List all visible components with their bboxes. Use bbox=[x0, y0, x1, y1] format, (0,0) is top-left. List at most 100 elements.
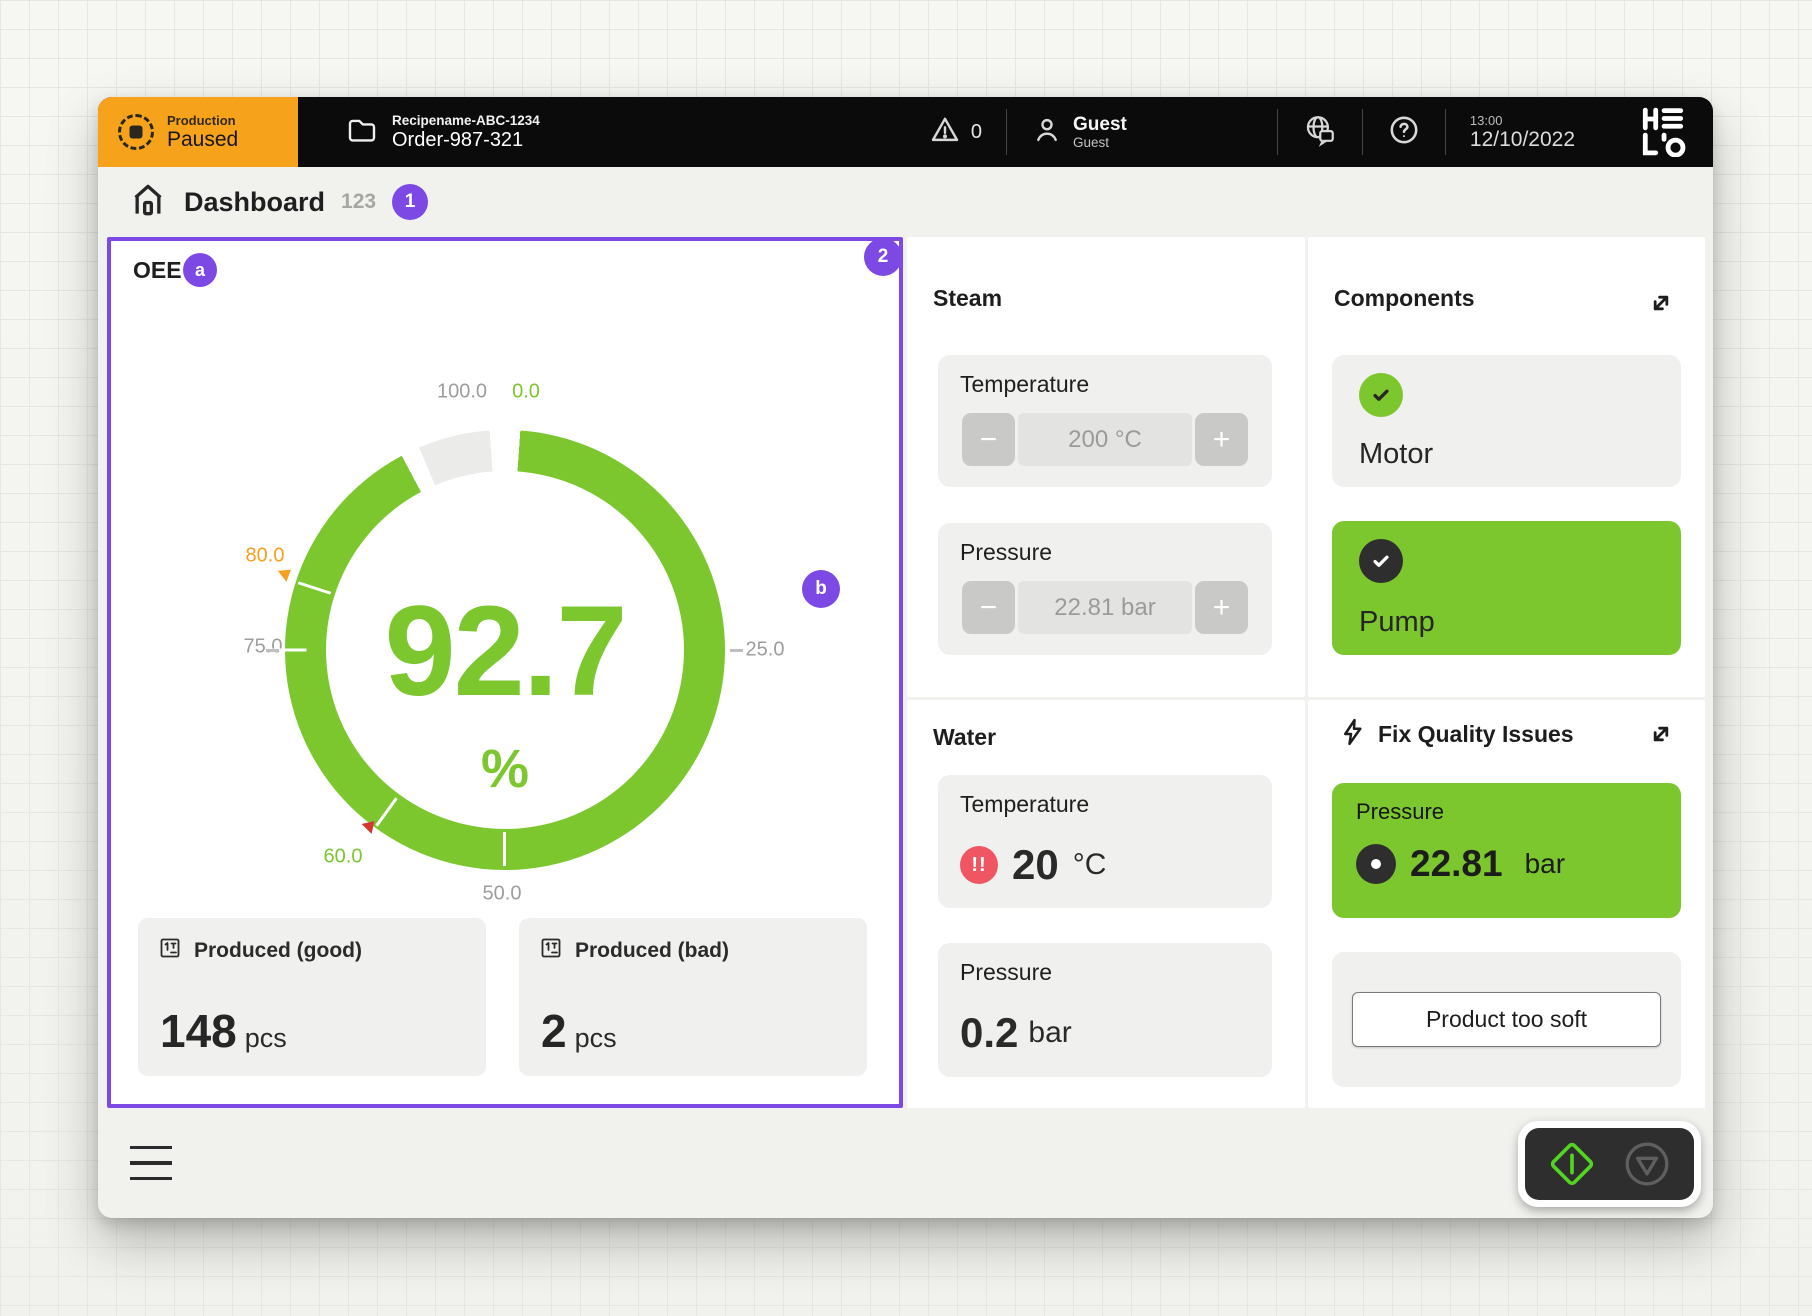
page-header: Dashboard 123 1 bbox=[128, 167, 429, 237]
steam-temperature-stepper: − 200 °C + bbox=[962, 413, 1248, 466]
steam-pressure-increment-button[interactable]: + bbox=[1195, 581, 1248, 634]
annotation-badge-b: b bbox=[802, 570, 840, 608]
water-temperature-card: Temperature !! 20 °C bbox=[938, 775, 1272, 908]
record-icon bbox=[1356, 844, 1396, 884]
produced-good-label: Produced (good) bbox=[194, 939, 362, 962]
production-paused-icon bbox=[118, 114, 154, 150]
component-pump-card[interactable]: Pump bbox=[1332, 521, 1681, 655]
production-state-value: Paused bbox=[167, 127, 239, 151]
user-menu-button[interactable]: Guest Guest bbox=[1007, 97, 1277, 167]
alarms-button[interactable]: 0 bbox=[905, 97, 1006, 167]
language-globe-chat-icon bbox=[1302, 112, 1338, 153]
components-panel: Components Motor Pump bbox=[1308, 237, 1705, 697]
steam-temperature-decrement-button[interactable]: − bbox=[962, 413, 1015, 466]
steam-pressure-card: Pressure − 22.81 bar + bbox=[938, 523, 1272, 655]
gauge-tick-0: 0.0 bbox=[512, 380, 540, 403]
produced-good-value: 148 bbox=[160, 1005, 237, 1057]
steam-panel-title: Steam bbox=[933, 285, 1003, 311]
water-pressure-unit: bar bbox=[1028, 1016, 1072, 1049]
gauge-tick-75: 75.0 bbox=[243, 635, 283, 658]
stop-icon bbox=[1625, 1142, 1669, 1186]
produced-good-card: Produced (good) 148 pcs bbox=[138, 918, 486, 1076]
stop-button[interactable] bbox=[1619, 1136, 1675, 1192]
quality-pressure-unit: bar bbox=[1524, 848, 1566, 879]
hamburger-icon bbox=[130, 1145, 172, 1150]
steam-panel: Steam Temperature − 200 °C + Pressure − … bbox=[907, 237, 1305, 697]
hmi-app-window: Production Paused Recipename-ABC-1234 Or… bbox=[98, 97, 1713, 1218]
topbar-divider bbox=[1006, 109, 1008, 155]
expand-icon[interactable] bbox=[1647, 289, 1675, 322]
check-icon bbox=[1359, 373, 1403, 417]
steam-pressure-value[interactable]: 22.81 bar bbox=[1018, 581, 1192, 634]
produced-bad-value: 2 bbox=[541, 1005, 567, 1057]
recipe-order-button[interactable]: Recipename-ABC-1234 Order-987-321 bbox=[346, 97, 540, 167]
component-motor-card[interactable]: Motor bbox=[1332, 355, 1681, 487]
component-pump-label: Pump bbox=[1359, 606, 1435, 638]
gauge-tick-100: 100.0 bbox=[436, 380, 488, 403]
menu-button[interactable] bbox=[130, 1143, 174, 1183]
language-button[interactable] bbox=[1278, 97, 1362, 167]
alert-icon: !! bbox=[960, 846, 998, 884]
annotation-badge-a: a bbox=[183, 253, 217, 287]
water-temperature-label: Temperature bbox=[960, 791, 1090, 817]
recipe-name: Recipename-ABC-1234 bbox=[392, 112, 540, 128]
topbar-divider bbox=[1444, 109, 1446, 155]
water-panel-title: Water bbox=[933, 724, 997, 750]
machine-controls bbox=[1518, 1121, 1701, 1207]
brand-logo bbox=[1599, 107, 1713, 157]
water-panel: Water Temperature !! 20 °C Pressure 0.2 … bbox=[907, 700, 1305, 1108]
top-status-bar: Production Paused Recipename-ABC-1234 Or… bbox=[98, 97, 1713, 167]
annotation-badge-2: 2 bbox=[864, 238, 902, 276]
oee-gauge: 92.7 % 100.0 0.0 25.0 50.0 75.0 80.0 60.… bbox=[225, 370, 840, 930]
produced-bad-card: Produced (bad) 2 pcs bbox=[519, 918, 867, 1076]
order-number: Order-987-321 bbox=[392, 128, 524, 151]
counter-icon bbox=[539, 936, 563, 966]
start-button[interactable] bbox=[1544, 1136, 1600, 1192]
steam-temperature-card: Temperature − 200 °C + bbox=[938, 355, 1272, 487]
components-panel-title: Components bbox=[1334, 285, 1475, 311]
gauge-unit: % bbox=[480, 739, 530, 799]
gauge-tick-50: 50.0 bbox=[482, 882, 522, 905]
quality-action-card: Product too soft bbox=[1332, 952, 1681, 1087]
datetime-display: 13:00 12/10/2022 bbox=[1446, 97, 1599, 167]
steam-temperature-label: Temperature bbox=[960, 371, 1090, 397]
clock-time: 13:00 bbox=[1469, 112, 1503, 128]
annotation-badge-1: 1 bbox=[392, 184, 429, 220]
clock-date: 12/10/2022 bbox=[1469, 127, 1575, 151]
gauge-threshold-high-label: 80.0 bbox=[245, 544, 285, 567]
topbar-divider bbox=[1361, 109, 1363, 155]
water-temperature-unit: °C bbox=[1072, 848, 1107, 881]
gauge-tickmark-50 bbox=[503, 832, 506, 866]
steam-temperature-value[interactable]: 200 °C bbox=[1018, 413, 1192, 466]
steam-pressure-label: Pressure bbox=[960, 539, 1053, 565]
expand-icon[interactable] bbox=[1647, 720, 1675, 753]
check-icon bbox=[1359, 539, 1403, 583]
quality-pressure-label: Pressure bbox=[1356, 799, 1445, 824]
product-too-soft-button[interactable]: Product too soft bbox=[1352, 992, 1661, 1047]
water-pressure-card: Pressure 0.2 bar bbox=[938, 943, 1272, 1077]
oee-widget-panel[interactable]: OEE a 2 92.7 % 100.0 0.0 25.0 50.0 75.0 … bbox=[107, 237, 903, 1108]
gauge-tickmark-25-outer bbox=[730, 649, 743, 652]
production-state-button[interactable]: Production Paused bbox=[98, 97, 298, 167]
water-temperature-value: 20 bbox=[1012, 841, 1059, 888]
produced-bad-unit: pcs bbox=[574, 1023, 617, 1053]
topbar-divider bbox=[1276, 109, 1278, 155]
steam-pressure-decrement-button[interactable]: − bbox=[962, 581, 1015, 634]
gauge-threshold-low-label: 60.0 bbox=[323, 845, 363, 868]
produced-bad-label: Produced (bad) bbox=[575, 939, 730, 962]
oee-panel-title: OEE bbox=[133, 257, 182, 283]
help-button[interactable] bbox=[1363, 97, 1445, 167]
page-id: 123 bbox=[341, 190, 377, 213]
quality-pressure-card[interactable]: Pressure 22.81 bar bbox=[1332, 783, 1681, 918]
warning-icon bbox=[929, 114, 961, 151]
user-role: Guest bbox=[1073, 135, 1110, 150]
water-pressure-value: 0.2 bbox=[960, 1009, 1019, 1056]
steam-pressure-stepper: − 22.81 bar + bbox=[962, 581, 1248, 634]
gauge-value: 92.7 bbox=[384, 580, 627, 723]
water-pressure-label: Pressure bbox=[960, 959, 1053, 985]
steam-temperature-increment-button[interactable]: + bbox=[1195, 413, 1248, 466]
home-icon[interactable] bbox=[128, 180, 168, 225]
fix-quality-panel-title: Fix Quality Issues bbox=[1378, 721, 1574, 747]
alarm-count: 0 bbox=[970, 120, 983, 143]
gauge-tickmark-75-outer bbox=[266, 649, 279, 652]
